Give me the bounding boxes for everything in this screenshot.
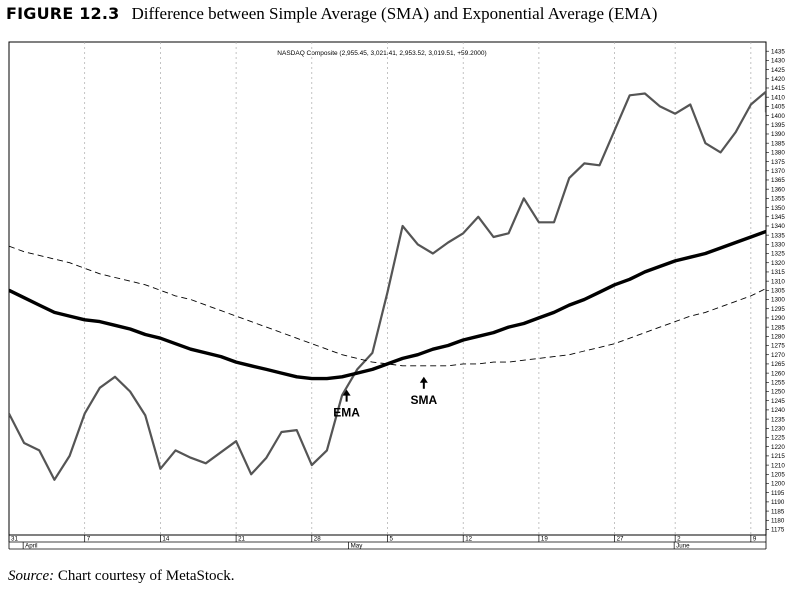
chart: NASDAQ Composite (2,955.45, 3,021.41, 2,… [8, 41, 785, 550]
y-tick-label-25: 1300 [771, 297, 785, 304]
x-tick-label-5: 5 [390, 536, 394, 543]
y-tick-label-38: 1365 [771, 177, 785, 184]
source-prefix: Source: [8, 568, 55, 584]
y-tick-label-49: 1420 [771, 76, 785, 83]
x-tick-label-0: 31 [11, 536, 18, 543]
y-tick-label-4: 1195 [771, 490, 785, 497]
y-tick-label-32: 1335 [771, 232, 785, 239]
annotation-arrow-head-0 [342, 389, 351, 396]
y-tick-label-51: 1430 [771, 58, 785, 65]
y-tick-label-37: 1360 [771, 186, 785, 193]
y-tick-label-34: 1345 [771, 214, 785, 221]
y-tick-label-6: 1205 [771, 471, 785, 478]
y-tick-label-43: 1390 [771, 131, 785, 138]
y-tick-label-5: 1200 [771, 481, 785, 488]
series-2 [9, 245, 766, 367]
x-tick-label-6: 12 [465, 536, 472, 543]
series-0-line [9, 90, 766, 481]
x-tick-label-8: 27 [617, 536, 624, 543]
y-tick-label-50: 1425 [771, 67, 785, 74]
y-tick-label-20: 1275 [771, 343, 785, 350]
y-tick-label-14: 1245 [771, 398, 785, 405]
series-2-line [9, 245, 766, 367]
series-1 [9, 229, 766, 381]
y-tick-label-27: 1310 [771, 278, 785, 285]
y-tick-label-19: 1270 [771, 352, 785, 359]
y-tick-label-8: 1215 [771, 453, 785, 460]
y-tick-label-39: 1370 [771, 168, 785, 175]
y-tick-label-3: 1190 [771, 499, 785, 506]
y-tick-label-42: 1385 [771, 140, 785, 147]
y-tick-label-10: 1225 [771, 435, 785, 442]
y-tick-label-44: 1395 [771, 122, 785, 129]
y-tick-label-31: 1330 [771, 242, 785, 249]
series-0 [9, 90, 766, 481]
source-note: Source: Chart courtesy of MetaStock. [8, 568, 234, 585]
y-tick-label-28: 1315 [771, 269, 785, 276]
y-tick-label-29: 1320 [771, 260, 785, 267]
y-tick-label-46: 1405 [771, 104, 785, 111]
figure-caption: Difference between Simple Average (SMA) … [131, 4, 658, 23]
y-tick-label-26: 1305 [771, 288, 785, 295]
chart-title: NASDAQ Composite (2,955.45, 3,021.41, 2,… [277, 50, 486, 57]
annotation-ema: EMA [333, 389, 360, 420]
y-tick-label-47: 1410 [771, 94, 785, 101]
y-tick-label-18: 1265 [771, 361, 785, 368]
y-tick-label-12: 1235 [771, 416, 785, 423]
y-tick-label-24: 1295 [771, 306, 785, 313]
y-tick-label-41: 1380 [771, 150, 785, 157]
y-tick-label-30: 1325 [771, 251, 785, 258]
y-tick-label-21: 1280 [771, 334, 785, 341]
month-label-1: May [351, 543, 364, 550]
y-tick-label-17: 1260 [771, 370, 785, 377]
y-tick-label-33: 1340 [771, 223, 785, 230]
y-tick-label-9: 1220 [771, 444, 785, 451]
month-label-0: April [25, 543, 37, 550]
y-tick-label-45: 1400 [771, 113, 785, 120]
series-1-line [9, 229, 766, 381]
y-tick-label-36: 1355 [771, 196, 785, 203]
y-tick-label-52: 1435 [771, 48, 785, 55]
y-tick-label-23: 1290 [771, 315, 785, 322]
y-tick-label-1: 1180 [771, 517, 785, 524]
annotation-label-1: SMA [411, 393, 438, 407]
y-tick-label-7: 1210 [771, 462, 785, 469]
annotation-arrow-head-1 [419, 376, 428, 383]
source-text: Chart courtesy of MetaStock. [57, 568, 235, 584]
y-tick-label-40: 1375 [771, 159, 785, 166]
x-tick-label-1: 7 [87, 536, 91, 543]
annotation-label-0: EMA [333, 406, 360, 420]
y-tick-label-15: 1250 [771, 389, 785, 396]
y-tick-label-48: 1415 [771, 85, 785, 92]
x-tick-label-3: 21 [238, 536, 245, 543]
x-tick-label-4: 28 [314, 536, 321, 543]
figure-label: FIGURE 12.3 [6, 4, 120, 23]
y-tick-label-22: 1285 [771, 324, 785, 331]
x-tick-label-9: 2 [677, 536, 681, 543]
x-tick-label-7: 19 [541, 536, 548, 543]
x-tick-label-2: 14 [162, 536, 169, 543]
y-tick-label-35: 1350 [771, 205, 785, 212]
y-tick-label-0: 1175 [771, 527, 785, 534]
figure-title: FIGURE 12.3 Difference between Simple Ave… [6, 4, 657, 30]
y-tick-label-16: 1255 [771, 380, 785, 387]
y-tick-label-2: 1185 [771, 508, 785, 515]
y-tick-label-11: 1230 [771, 426, 785, 433]
annotation-sma: SMA [411, 376, 438, 407]
y-tick-label-13: 1240 [771, 407, 785, 414]
month-label-2: June [676, 543, 690, 550]
x-tick-label-10: 9 [753, 536, 757, 543]
